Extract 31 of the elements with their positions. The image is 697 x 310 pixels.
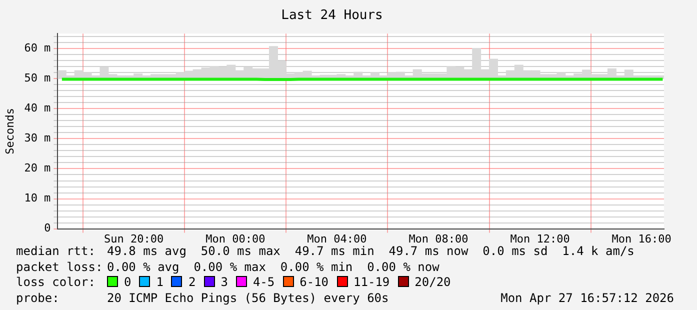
chart-title: Last 24 Hours — [281, 8, 383, 24]
text: 1 — [156, 275, 164, 289]
text: probe: — [16, 290, 60, 306]
text: 11-19 — [354, 275, 390, 289]
x-tick-label: Mon 12:00 — [510, 232, 570, 246]
text: 0.00 % avg 0.00 % max 0.00 % min 0.00 % now — [107, 260, 440, 274]
x-tick-label: Mon 08:00 — [408, 232, 468, 246]
text: 20/20 — [414, 275, 451, 289]
text: 6-10 — [300, 275, 329, 289]
x-tick-label: Mon 00:00 — [206, 232, 266, 246]
text: median rtt: — [16, 244, 96, 260]
y-tick-label: 30 m — [24, 132, 52, 145]
x-tick-label: Sun 20:00 — [104, 232, 164, 246]
text: 2 — [188, 275, 196, 289]
text: 20 ICMP Echo Pings (56 Bytes) every 60s — [107, 290, 389, 304]
y-tick-label: 40 m — [24, 102, 52, 115]
text: 3 — [220, 275, 228, 289]
y-axis-title: Seconds — [3, 108, 16, 154]
y-tick-label: 60 m — [24, 41, 52, 54]
text: 0 — [124, 275, 132, 289]
text: packet loss: — [16, 260, 104, 275]
y-tick-label: 10 m — [24, 192, 52, 205]
y-tick-label: 0 — [44, 222, 51, 235]
x-tick-label: Mon 16:00 — [612, 232, 672, 246]
text: Mon Apr 27 16:57:12 2026 — [500, 290, 674, 306]
x-tick-label: Mon 04:00 — [307, 232, 367, 246]
y-tick-label: 50 m — [24, 72, 52, 85]
text: 49.8 ms avg 50.0 ms max 49.7 ms min 49.7 ms now 0.0 ms sd 1.4 k am/s — [107, 244, 634, 258]
y-tick-label: 20 m — [24, 162, 52, 175]
text: loss color: — [16, 275, 96, 290]
text: 4-5 — [252, 275, 275, 289]
